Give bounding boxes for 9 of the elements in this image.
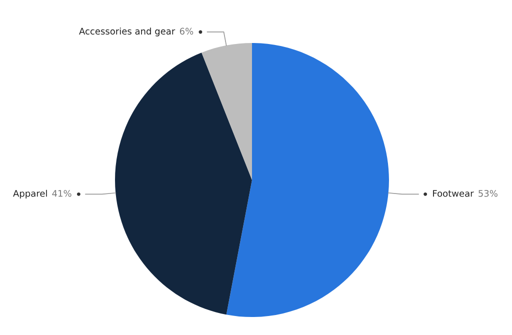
data-label: 53% <box>478 190 498 197</box>
pie-slice <box>202 43 252 180</box>
data-label: 6% <box>180 28 194 35</box>
slice-label: Footwear <box>433 190 474 197</box>
slice-label: Accessories and gear <box>79 28 176 36</box>
data-label: 41% <box>52 190 72 197</box>
pie-slice <box>115 52 252 315</box>
pie-slice <box>226 43 389 317</box>
slice-label: Apparel <box>13 190 47 199</box>
